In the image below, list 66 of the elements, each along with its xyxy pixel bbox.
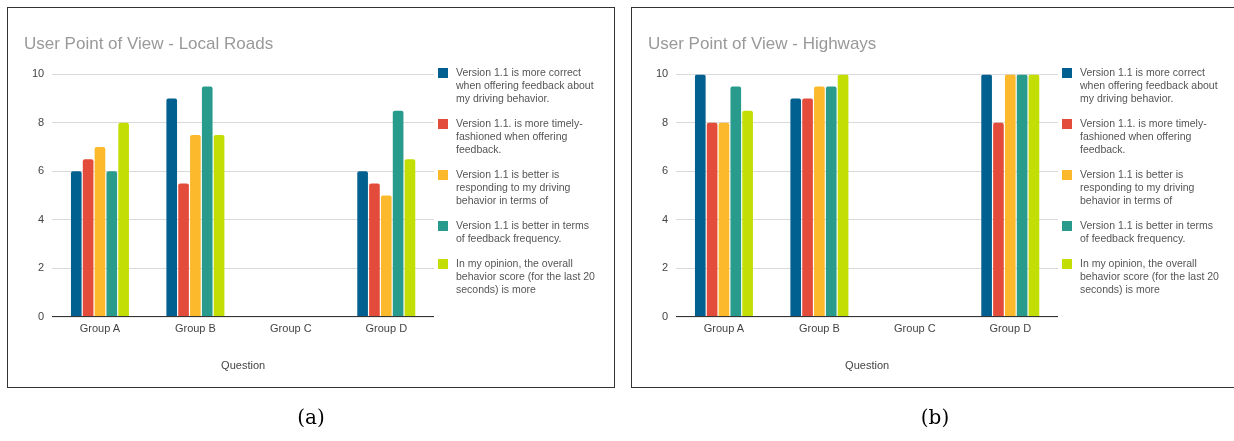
legend-label: In my opinion, the overall behavior score (for the last 20 seconds) is more <box>1080 257 1220 296</box>
bar <box>404 159 416 317</box>
bar <box>94 147 106 317</box>
legend-label: Version 1.1 is better in terms of feedback frequency. <box>1080 219 1215 245</box>
bar <box>166 98 178 317</box>
bar <box>357 171 368 317</box>
legend-label: Version 1.1. is more timely-fashioned when offering feedback. <box>1080 117 1208 156</box>
y-tick-label: 2 <box>662 261 669 274</box>
bar <box>201 86 213 317</box>
bar <box>837 74 849 317</box>
x-tick-label: Group C <box>894 322 936 335</box>
y-tick-label: 0 <box>38 309 45 322</box>
bar <box>814 86 825 317</box>
x-tick-label: Group D <box>365 322 408 335</box>
y-tick-label: 8 <box>38 115 45 128</box>
bar <box>802 98 813 317</box>
legend-label: Version 1.1 is more correct when offering feedback about my driving behavior. <box>456 66 595 105</box>
bar <box>742 110 753 317</box>
bar <box>213 134 225 317</box>
legend-label: Version 1.1. is more timely-fashioned when offering feedback. <box>456 117 584 156</box>
legend-label: In my opinion, the overall behavior score (for the last 20 seconds) is more <box>456 257 596 296</box>
bar <box>993 122 1004 317</box>
y-tick-label: 4 <box>38 212 45 225</box>
bar <box>825 86 837 317</box>
legend-label: Version 1.1 is more correct when offering feedback about my driving behavior. <box>1080 66 1219 105</box>
bar <box>380 195 392 317</box>
bar <box>190 134 201 317</box>
y-tick-label: 6 <box>38 164 45 177</box>
x-tick-label: Group A <box>79 322 121 335</box>
text: (b) <box>919 405 951 429</box>
text: (a) <box>296 405 326 429</box>
chart-title: User Point of View - Highways <box>648 33 877 53</box>
bar <box>1016 74 1028 317</box>
y-tick-label: 8 <box>662 115 669 128</box>
y-tick-label: 10 <box>31 67 45 80</box>
bar <box>106 171 118 317</box>
y-tick-label: 10 <box>655 67 669 80</box>
chart-title: User Point of View - Local Roads <box>24 33 274 53</box>
bar <box>790 98 802 317</box>
legend-label: Version 1.1 is better is responding to my driving behavior in terms of <box>456 168 572 207</box>
y-tick-label: 2 <box>38 261 45 274</box>
legend-label: Version 1.1 is better is responding to my driving behavior in terms of <box>1080 168 1196 207</box>
bar <box>392 110 404 317</box>
bar <box>730 86 742 317</box>
y-tick-label: 6 <box>662 164 669 177</box>
y-tick-label: 4 <box>662 212 669 225</box>
x-axis-title: Question <box>221 359 266 372</box>
y-tick-label: 0 <box>662 309 669 322</box>
x-tick-label: Group C <box>270 322 312 335</box>
bar <box>178 183 189 317</box>
bar <box>82 159 94 317</box>
bar <box>369 183 380 317</box>
bar <box>1028 74 1040 317</box>
x-axis-title: Question <box>845 359 890 372</box>
x-tick-label: Group A <box>703 322 745 335</box>
x-tick-label: Group D <box>989 322 1032 335</box>
legend-label: Version 1.1 is better in terms of feedback frequency. <box>456 219 591 245</box>
bar <box>118 122 129 317</box>
x-tick-label: Group B <box>174 322 216 335</box>
bar <box>70 171 82 317</box>
bar <box>694 74 706 317</box>
bar <box>718 122 730 317</box>
bar <box>706 122 718 317</box>
x-tick-label: Group B <box>798 322 840 335</box>
bar <box>981 74 992 317</box>
bar <box>1004 74 1016 317</box>
